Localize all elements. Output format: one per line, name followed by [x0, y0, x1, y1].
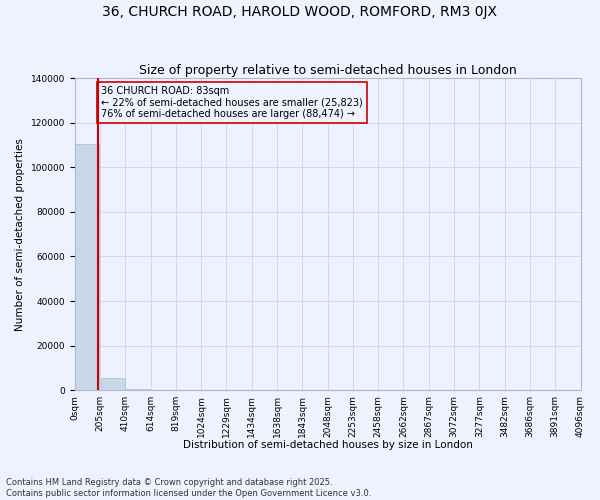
- Text: Contains HM Land Registry data © Crown copyright and database right 2025.
Contai: Contains HM Land Registry data © Crown c…: [6, 478, 371, 498]
- Bar: [101, 378, 125, 390]
- Title: Size of property relative to semi-detached houses in London: Size of property relative to semi-detach…: [139, 64, 517, 77]
- Text: 36, CHURCH ROAD, HAROLD WOOD, ROMFORD, RM3 0JX: 36, CHURCH ROAD, HAROLD WOOD, ROMFORD, R…: [103, 5, 497, 19]
- X-axis label: Distribution of semi-detached houses by size in London: Distribution of semi-detached houses by …: [183, 440, 473, 450]
- Y-axis label: Number of semi-detached properties: Number of semi-detached properties: [15, 138, 25, 330]
- Text: 36 CHURCH ROAD: 83sqm
← 22% of semi-detached houses are smaller (25,823)
76% of : 36 CHURCH ROAD: 83sqm ← 22% of semi-deta…: [101, 86, 363, 119]
- Bar: [76, 144, 100, 390]
